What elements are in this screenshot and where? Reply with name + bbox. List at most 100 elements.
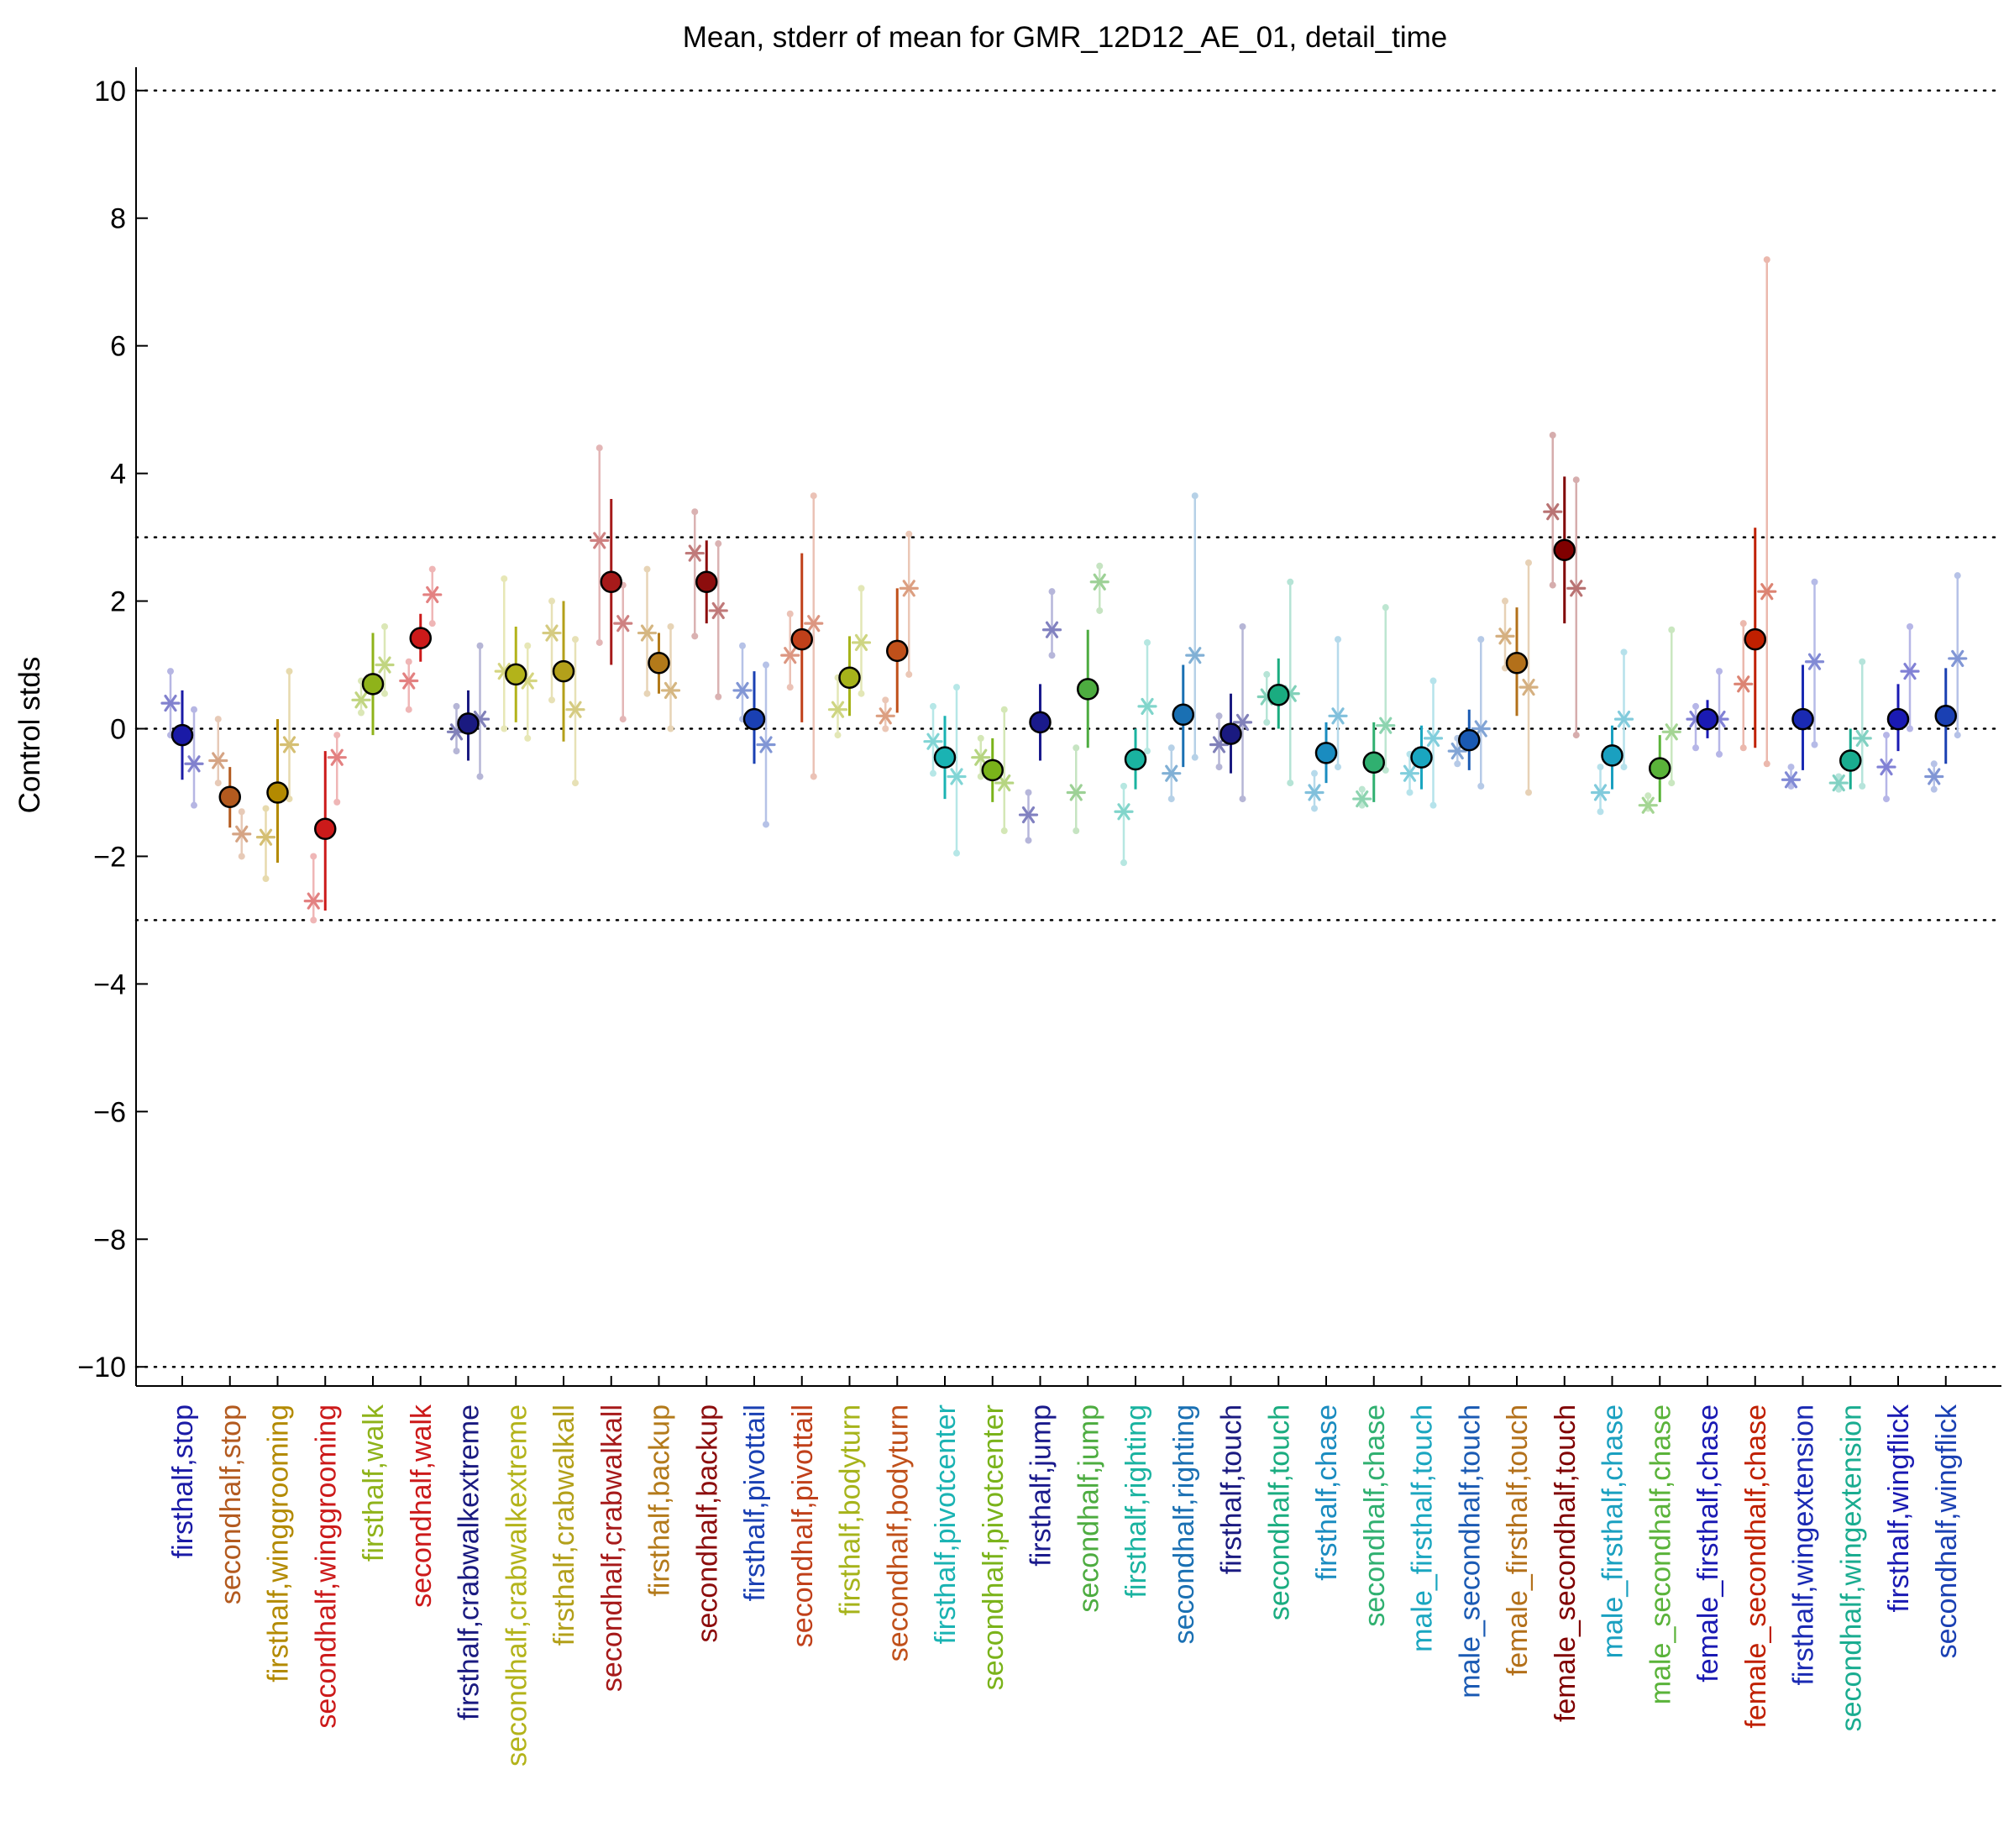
range-end-dot [1073,744,1080,752]
x-tick-label: secondhalf,righting [1168,1404,1200,1644]
star-marker [994,774,1015,792]
range-end-dot [1073,827,1080,835]
x-tick-label: male_secondhalf,chase [1644,1404,1676,1704]
range-end-dot [595,638,603,646]
range-end-dot [882,725,889,732]
range-end-dot [643,690,651,697]
star-marker [899,580,919,597]
mean-marker [1362,751,1385,774]
y-tick-label: −10 [77,1352,126,1383]
range-end-dot [691,633,699,640]
range-end-dot [1597,808,1604,816]
star-marker [875,707,895,725]
x-tick-label: firsthalf,pivottail [739,1404,771,1601]
y-tick-label: −6 [93,1096,126,1128]
x-tick-label: male_firsthalf,chase [1597,1404,1629,1658]
star-marker [1162,764,1182,782]
range-end-dot [1239,622,1246,630]
range-end-dot [1144,638,1151,646]
range-end-dot [953,684,960,691]
mean-marker [1744,627,1766,651]
star-marker [1543,503,1563,521]
range-end-dot [1597,764,1604,771]
range-end-dot [1525,789,1532,796]
range-end-dot [1120,859,1127,867]
range-end-dot [1859,782,1866,790]
range-end-dot [214,780,222,787]
star-marker [422,585,443,604]
y-axis-ticks: −10 −8 −6 −4 −2 0 2 4 6 8 10 [77,76,148,1383]
star-marker [208,752,228,769]
star-marker [590,532,610,549]
range-end-dot [1502,597,1508,605]
y-tick-label: −2 [93,841,126,873]
range-end-dot [1668,626,1676,633]
range-end-dot [405,658,412,665]
x-tick-label: firsthalf,winggrooming [263,1404,295,1683]
x-tick-label: firsthalf,crabwalkall [548,1404,580,1646]
range-end-dot [286,668,293,675]
range-end-dot [453,702,460,710]
range-end-dot [1311,805,1318,812]
range-end-dot [1382,766,1389,774]
range-end-dot [905,670,913,678]
star-marker [1638,796,1658,814]
range-end-dot [167,668,174,675]
mean-marker [1791,707,1814,731]
range-end-dot [476,773,484,780]
range-end-dot [786,610,794,617]
range-end-dot [262,875,270,883]
star-marker [1185,647,1205,664]
range-end-dot [1335,764,1341,771]
mean-marker [1839,749,1862,772]
x-tick-label: female_firsthalf,touch [1502,1404,1534,1676]
range-end-dot [1335,636,1341,643]
range-end-dot [1167,795,1175,803]
star-marker [1304,784,1324,801]
star-marker [1948,649,1968,668]
mean-marker [1077,678,1099,701]
x-tick-label: secondhalf,chase [1359,1404,1391,1627]
x-tick-label: female_secondhalf,touch [1550,1404,1581,1722]
mean-marker [790,627,813,651]
range-end-dot [1572,476,1580,484]
range-end-dot [1287,780,1294,787]
range-end-dot [1263,718,1271,726]
range-end-dot [572,636,579,643]
mean-marker [1934,705,1957,727]
star-marker [685,544,705,562]
range-end-dot [1048,652,1056,659]
x-tick-label: firsthalf,jump [1025,1404,1057,1567]
mean-marker [1029,711,1052,734]
star-marker [660,681,681,700]
range-end-dot [501,725,508,732]
y-tick-label: 8 [110,203,126,235]
reference-lines [134,89,2003,1368]
range-end-dot [1287,578,1294,585]
range-end-dot [381,622,388,630]
range-end-dot [1025,789,1032,796]
star-marker [375,656,395,674]
range-end-dot [1215,712,1223,720]
range-end-dot [1311,769,1318,777]
star-marker [923,732,943,750]
chart-title: Mean, stderr of mean for GMR_12D12_AE_01… [683,21,1447,54]
range-end-dot [1739,744,1747,752]
range-end-dot [1859,658,1866,665]
range-end-dot [238,808,245,816]
star-marker [351,691,371,709]
range-end-dot [548,696,555,704]
star-marker [184,755,204,773]
mean-marker [933,746,957,769]
mean-marker [266,781,289,804]
star-marker [399,672,419,690]
star-marker [613,615,633,633]
range-end-dot [1096,562,1104,570]
y-tick-label: 4 [110,459,126,491]
range-end-dot [1215,764,1223,771]
mean-marker [314,817,337,841]
x-tick-label: secondhalf,crabwalkextreme [501,1404,532,1767]
mean-marker [218,785,241,809]
x-tick-label: firsthalf,righting [1120,1404,1152,1599]
star-marker [1519,679,1539,696]
